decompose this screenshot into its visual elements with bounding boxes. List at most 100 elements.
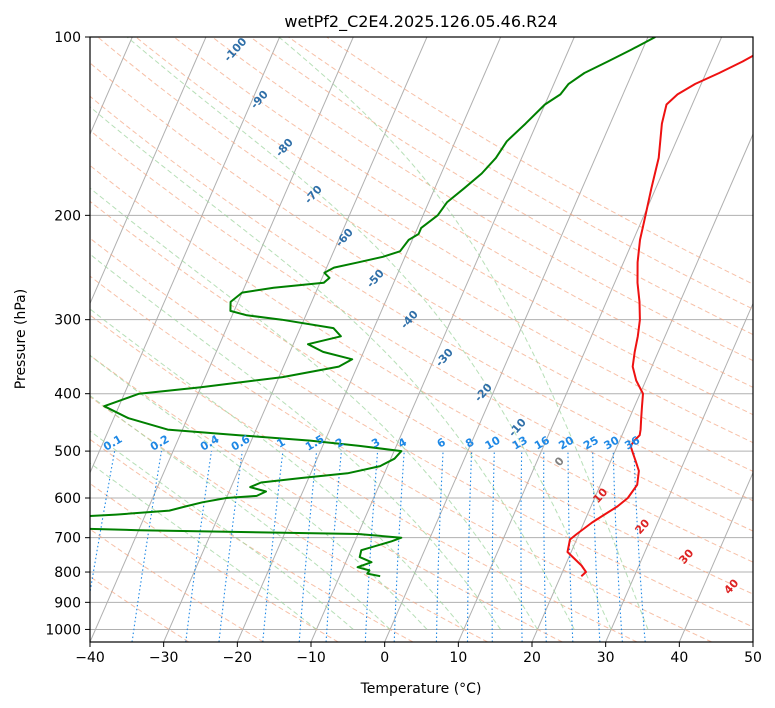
- mixing-ratio-line: [90, 451, 116, 596]
- dry-adiabat-line: [90, 62, 753, 472]
- x-tick-label: 0: [380, 650, 389, 666]
- x-tick-label: −30: [149, 650, 179, 666]
- dry-adiabat-line: [90, 200, 753, 595]
- y-tick-label: 700: [54, 531, 81, 547]
- isotherm-label: 10: [590, 485, 610, 505]
- dry-adiabat-line: [90, 314, 638, 642]
- moist-adiabat-line: [90, 253, 501, 630]
- plot-frame: [89, 36, 754, 643]
- isotherm-line: [0, 37, 59, 642]
- isotherm-line: [90, 37, 207, 305]
- dewpoint-profile-line: [90, 37, 656, 578]
- series-layer: [90, 37, 753, 578]
- isotherm-label: -10: [506, 416, 529, 440]
- mixing-ratio-line: [592, 451, 601, 642]
- dry-adiabat-line: [90, 396, 488, 642]
- dry-adiabat-line: [288, 37, 753, 310]
- mixing-ratio-line: [633, 451, 646, 642]
- x-tick-label: 20: [523, 650, 541, 666]
- isotherm-line: [678, 471, 753, 642]
- moist-adiabat-line: [278, 37, 649, 630]
- isotherm-line: [605, 302, 753, 642]
- isotherm-line: [90, 37, 281, 474]
- x-tick-label: 30: [597, 650, 615, 666]
- isotherm-label: -30: [433, 346, 456, 370]
- x-tick-label: −10: [296, 650, 326, 666]
- dry-adiabat-line: [173, 37, 753, 388]
- isotherm-label: 0: [552, 454, 567, 469]
- y-tick-label: 100: [54, 30, 81, 46]
- temperature-profile-line: [566, 54, 753, 577]
- isotherm-label: 40: [721, 576, 741, 596]
- axis-layer: −40 −30 −20 −10 0 10 20 30 40 5010009008007006005…: [45, 30, 762, 666]
- isotherm-line: [310, 37, 575, 642]
- mixing-ratio-line: [131, 451, 163, 642]
- grid-layer: [0, 37, 753, 642]
- isotherm-label: -80: [273, 136, 296, 160]
- mixing-ratio-line: [298, 451, 318, 642]
- isotherm-label: 30: [676, 546, 696, 566]
- isotherm-line: [457, 37, 723, 642]
- dry-adiabat-line: [90, 95, 753, 502]
- mixing-ratio-label: 0.2: [148, 433, 171, 454]
- line-label-layer: 0.1 0.2 0.4 0.6 1 1.5 2 3 4 6 8 10 13 16 20 25 30 36-100-…: [101, 35, 741, 597]
- y-tick-label: 500: [54, 444, 81, 460]
- isotherm-label: -20: [472, 381, 495, 405]
- dry-adiabat-line: [135, 37, 753, 416]
- y-tick-label: 300: [54, 313, 81, 329]
- mixing-ratio-line: [491, 451, 495, 642]
- mixing-ratio-line: [262, 451, 284, 642]
- mixing-ratio-line: [218, 451, 243, 642]
- isotherm-line: [752, 640, 753, 642]
- isotherm-label: -70: [302, 183, 325, 207]
- mixing-ratio-line: [185, 451, 213, 642]
- isotherm-label: -100: [221, 35, 249, 64]
- dry-adiabat-line: [90, 237, 753, 628]
- x-tick-label: −20: [223, 650, 253, 666]
- x-tick-label: 10: [449, 650, 467, 666]
- dry-adiabat-line: [90, 164, 753, 563]
- moist-adiabat-line: [90, 462, 317, 630]
- mixing-ratio-line: [325, 451, 342, 642]
- isotherm-label: -90: [248, 88, 271, 112]
- mixing-ratio-label: 30: [602, 433, 622, 452]
- isotherm-line: [384, 37, 649, 642]
- isotherm-line: [236, 37, 502, 642]
- y-tick-label: 1000: [45, 622, 81, 638]
- dry-adiabat-line: [90, 482, 339, 642]
- mixing-ratio-label: 4: [396, 435, 409, 450]
- isotherm-label: -50: [364, 267, 387, 291]
- y-tick-label: 400: [54, 387, 81, 403]
- moist-adiabat-line: [90, 106, 575, 630]
- x-tick-label: −40: [75, 650, 105, 666]
- mixing-ratio-label: 20: [556, 433, 576, 452]
- y-tick-label: 600: [54, 491, 81, 507]
- isotherm-label: -40: [398, 308, 421, 332]
- moist-adiabat-line: [90, 430, 354, 630]
- mixing-ratio-label: 25: [581, 434, 601, 453]
- mixing-ratio-label: 16: [532, 433, 552, 452]
- moist-adiabat-line: [90, 308, 465, 630]
- isotherm-line: [90, 37, 354, 642]
- y-tick-label: 900: [54, 595, 81, 611]
- isotherm-label: 20: [632, 516, 652, 536]
- dry-adiabat-line: [90, 275, 712, 642]
- dry-adiabat-line: [97, 37, 753, 444]
- x-tick-label: 40: [670, 650, 688, 666]
- chart-title: wetPf2_C2E4.2025.126.05.46.R24: [284, 12, 557, 32]
- dry-adiabat-line: [90, 354, 563, 642]
- moist-adiabat-line: [90, 354, 428, 630]
- mixing-ratio-label: 10: [483, 433, 503, 452]
- dry-adiabat-line: [90, 528, 264, 642]
- isotherm-line: [163, 37, 428, 642]
- mixing-ratio-label: 2: [333, 436, 346, 451]
- y-axis-title: Pressure (hPa): [13, 289, 29, 389]
- moist-adiabat-line: [90, 187, 538, 630]
- mixing-ratio-label: 6: [435, 435, 448, 450]
- dry-adiabat-line: [90, 129, 753, 532]
- dry-adiabat-line: [211, 37, 753, 362]
- mixing-ratio-label: 8: [463, 436, 476, 451]
- moist-adiabat-line: [126, 37, 612, 630]
- dry-adiabat-line: [326, 37, 753, 285]
